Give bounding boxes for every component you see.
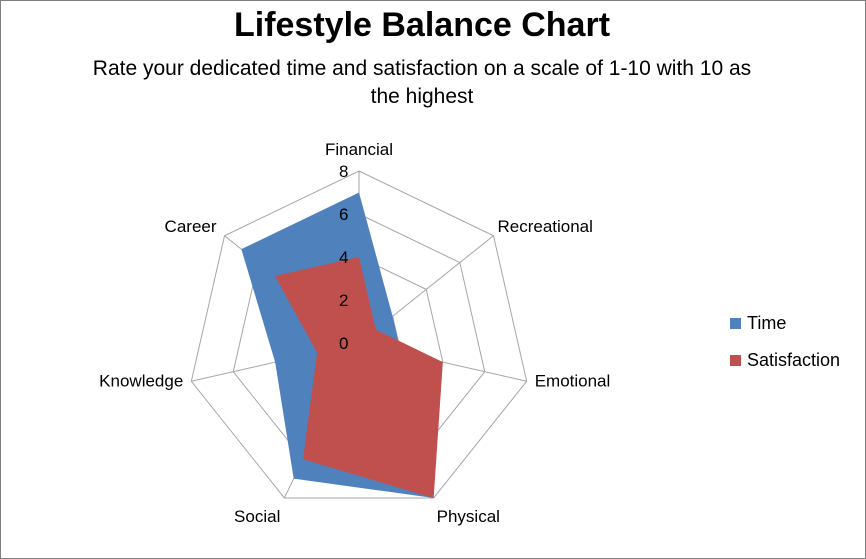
radar-series-layer bbox=[241, 192, 443, 498]
legend-swatch-satisfaction bbox=[730, 355, 741, 366]
tick-label-8: 8 bbox=[339, 162, 348, 181]
chart-subtitle: Rate your dedicated time and satisfactio… bbox=[92, 57, 752, 108]
chart-title: Lifestyle Balance Chart bbox=[233, 6, 611, 44]
series-satisfaction-area bbox=[274, 257, 443, 498]
tick-label-6: 6 bbox=[339, 205, 348, 224]
grid-ring-8 bbox=[190, 170, 528, 499]
axis-label-physical: Physical bbox=[437, 507, 500, 526]
tick-label-4: 4 bbox=[339, 248, 348, 267]
legend-item-time: Time bbox=[730, 312, 840, 335]
chart-legend: Time Satisfaction bbox=[730, 312, 840, 386]
radar-labels-layer: 0 2 4 6 8 Financial Recreational Emotional Physi… bbox=[99, 140, 610, 526]
axis-label-social: Social bbox=[234, 507, 280, 526]
axis-label-emotional: Emotional bbox=[535, 371, 611, 390]
tick-label-0: 0 bbox=[339, 334, 348, 353]
axis-label-knowledge: Knowledge bbox=[99, 371, 183, 390]
axis-label-career: Career bbox=[165, 217, 217, 236]
axis-label-financial: Financial bbox=[325, 140, 393, 159]
legend-item-satisfaction: Satisfaction bbox=[730, 349, 840, 372]
legend-swatch-time bbox=[730, 318, 741, 329]
legend-label-time: Time bbox=[747, 313, 787, 333]
tick-label-2: 2 bbox=[339, 291, 348, 310]
axis-label-recreational: Recreational bbox=[497, 217, 592, 236]
legend-label-satisfaction: Satisfaction bbox=[747, 350, 841, 370]
